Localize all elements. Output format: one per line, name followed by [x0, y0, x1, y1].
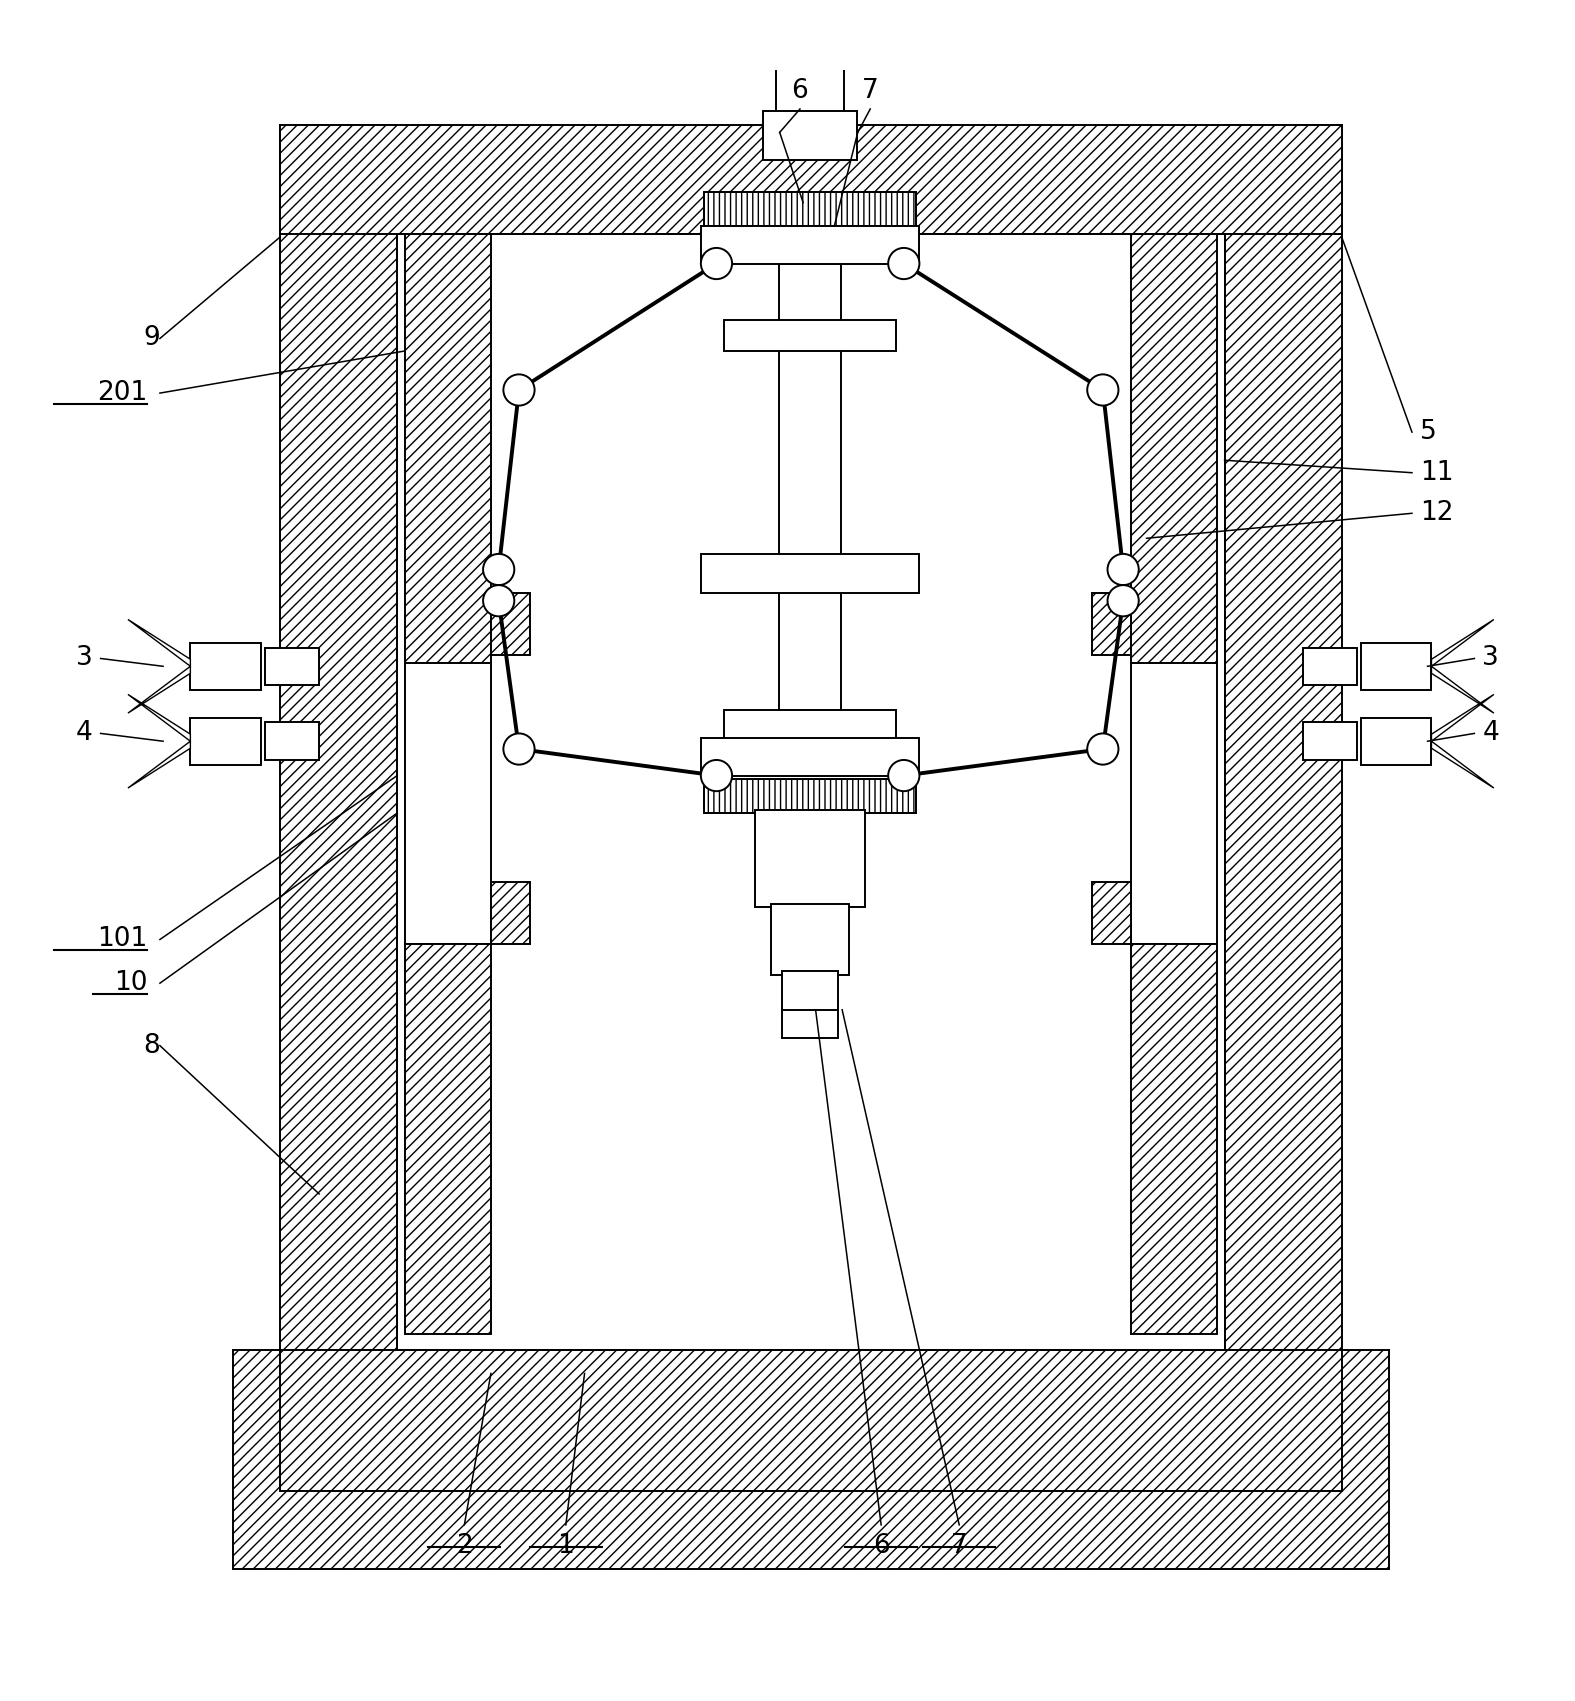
Text: 11: 11: [1419, 459, 1454, 486]
Bar: [701, 555, 920, 594]
Bar: [265, 723, 320, 760]
Bar: [280, 124, 1342, 233]
Circle shape: [888, 248, 920, 279]
Circle shape: [888, 760, 920, 791]
Bar: [1131, 233, 1217, 663]
Circle shape: [1107, 585, 1139, 616]
Polygon shape: [128, 694, 191, 742]
Bar: [491, 594, 529, 655]
Text: 2: 2: [457, 1533, 472, 1558]
Bar: [704, 779, 917, 813]
Bar: [491, 881, 529, 944]
Bar: [704, 779, 917, 813]
Bar: [701, 226, 920, 264]
Bar: [405, 663, 491, 944]
Bar: [265, 648, 320, 686]
Circle shape: [701, 760, 732, 791]
Bar: [280, 124, 397, 1351]
Text: 6: 6: [873, 1533, 890, 1558]
Text: 10: 10: [113, 970, 148, 997]
Bar: [397, 233, 1225, 1351]
Text: 7: 7: [862, 78, 879, 104]
Polygon shape: [1432, 667, 1495, 713]
Text: 7: 7: [951, 1533, 967, 1558]
Bar: [783, 1010, 838, 1038]
Bar: [1361, 718, 1432, 765]
Bar: [724, 709, 896, 742]
Text: 4: 4: [1482, 721, 1499, 747]
Bar: [1225, 124, 1342, 1351]
Bar: [701, 738, 920, 776]
Bar: [191, 643, 260, 689]
Text: 12: 12: [1419, 500, 1454, 526]
Text: 3: 3: [1482, 645, 1499, 672]
Polygon shape: [128, 742, 191, 788]
Bar: [233, 1351, 1389, 1568]
Text: 3: 3: [76, 645, 93, 672]
Bar: [1131, 944, 1217, 1335]
Bar: [191, 718, 260, 765]
Circle shape: [1087, 733, 1118, 765]
Circle shape: [504, 733, 534, 765]
Bar: [704, 192, 917, 226]
Bar: [724, 320, 896, 350]
Polygon shape: [128, 619, 191, 667]
Bar: [280, 1351, 1342, 1490]
Bar: [1091, 594, 1131, 655]
Bar: [1091, 881, 1131, 944]
Bar: [405, 944, 491, 1335]
Bar: [1361, 643, 1432, 689]
Bar: [780, 264, 841, 709]
Bar: [783, 971, 838, 1012]
Polygon shape: [128, 667, 191, 713]
Bar: [1303, 723, 1358, 760]
Polygon shape: [1432, 619, 1495, 667]
Bar: [776, 39, 844, 114]
Polygon shape: [1432, 742, 1495, 788]
Circle shape: [1087, 374, 1118, 405]
Text: 1: 1: [558, 1533, 575, 1558]
Circle shape: [701, 248, 732, 279]
Text: 6: 6: [792, 78, 808, 104]
Bar: [772, 903, 849, 975]
Text: 101: 101: [98, 927, 148, 953]
Bar: [764, 111, 857, 160]
Bar: [1131, 663, 1217, 944]
Bar: [1303, 648, 1358, 686]
Circle shape: [504, 374, 534, 405]
Text: 4: 4: [76, 721, 93, 747]
Text: 9: 9: [143, 325, 161, 352]
Bar: [405, 233, 491, 663]
Text: 5: 5: [1419, 418, 1436, 446]
Bar: [756, 810, 865, 907]
Polygon shape: [1432, 694, 1495, 742]
Circle shape: [1107, 555, 1139, 585]
Text: 201: 201: [98, 379, 148, 407]
Bar: [704, 192, 917, 226]
Circle shape: [484, 585, 515, 616]
Text: 8: 8: [143, 1033, 161, 1058]
Circle shape: [484, 555, 515, 585]
